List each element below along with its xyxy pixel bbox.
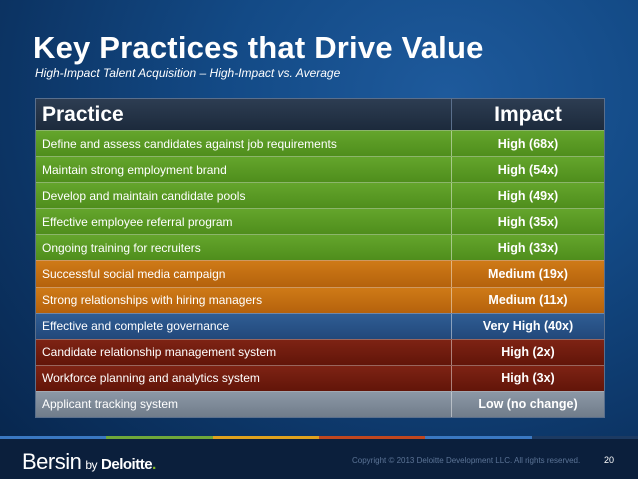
table-row: Develop and maintain candidate pools Hig… — [36, 182, 604, 209]
practices-table: Practice Impact Define and assess candid… — [35, 98, 605, 419]
table-row: Define and assess candidates against job… — [36, 130, 604, 157]
footer-color-strip — [0, 436, 638, 439]
logo-by: by — [85, 458, 98, 472]
impact-cell: High (33x) — [497, 240, 559, 255]
practice-cell: Workforce planning and analytics system — [36, 365, 452, 391]
table-row: Successful social media campaign Medium … — [36, 260, 604, 287]
table-row: Ongoing training for recruiters High (33… — [36, 234, 604, 261]
table-row: Effective employee referral program High… — [36, 208, 604, 235]
impact-cell: High (68x) — [497, 136, 559, 151]
impact-cell: High (54x) — [497, 162, 559, 177]
impact-cell: Very High (40x) — [482, 319, 574, 334]
impact-cell: High (2x) — [501, 345, 555, 360]
table-row: Applicant tracking system Low (no change… — [36, 390, 604, 418]
logo-brand: Bersin — [22, 449, 82, 474]
table-row: Effective and complete governance Very H… — [36, 312, 604, 339]
page-number: 20 — [604, 455, 615, 465]
impact-cell: High (3x) — [501, 371, 555, 386]
slide-footer: Bersin by Deloitte. — [0, 436, 638, 479]
header-impact: Impact — [452, 99, 604, 130]
table-row: Strong relationships with hiring manager… — [36, 286, 604, 313]
practice-cell: Successful social media campaign — [36, 261, 452, 287]
practice-cell: Effective and complete governance — [36, 313, 452, 339]
practice-cell: Develop and maintain candidate pools — [36, 183, 452, 209]
impact-cell: Medium (11x) — [488, 293, 568, 308]
practice-cell: Strong relationships with hiring manager… — [36, 287, 452, 313]
impact-cell: High (49x) — [497, 188, 559, 203]
impact-cell: Medium (19x) — [488, 267, 568, 282]
practice-cell: Candidate relationship management system — [36, 339, 452, 365]
table-row: Candidate relationship management system… — [36, 338, 604, 365]
practice-cell: Applicant tracking system — [36, 391, 452, 418]
copyright-text: Copyright © 2013 Deloitte Development LL… — [352, 456, 581, 465]
practice-cell: Effective employee referral program — [36, 209, 452, 235]
logo-partner: Deloitte — [101, 456, 153, 473]
table-header: Practice Impact — [36, 99, 604, 130]
practice-cell: Maintain strong employment brand — [36, 157, 452, 183]
bersin-deloitte-logo: Bersin by Deloitte. — [22, 449, 156, 475]
header-practice: Practice — [36, 99, 452, 130]
table-row: Workforce planning and analytics system … — [36, 364, 604, 391]
impact-cell: Low (no change) — [478, 397, 578, 412]
logo-dot: . — [152, 456, 156, 473]
slide-title: Key Practices that Drive Value — [33, 30, 484, 65]
slide-subtitle: High-Impact Talent Acquisition – High-Im… — [35, 66, 341, 80]
practice-cell: Ongoing training for recruiters — [36, 235, 452, 261]
practice-cell: Define and assess candidates against job… — [36, 131, 452, 157]
table-row: Maintain strong employment brand High (5… — [36, 156, 604, 183]
impact-cell: High (35x) — [497, 214, 559, 229]
